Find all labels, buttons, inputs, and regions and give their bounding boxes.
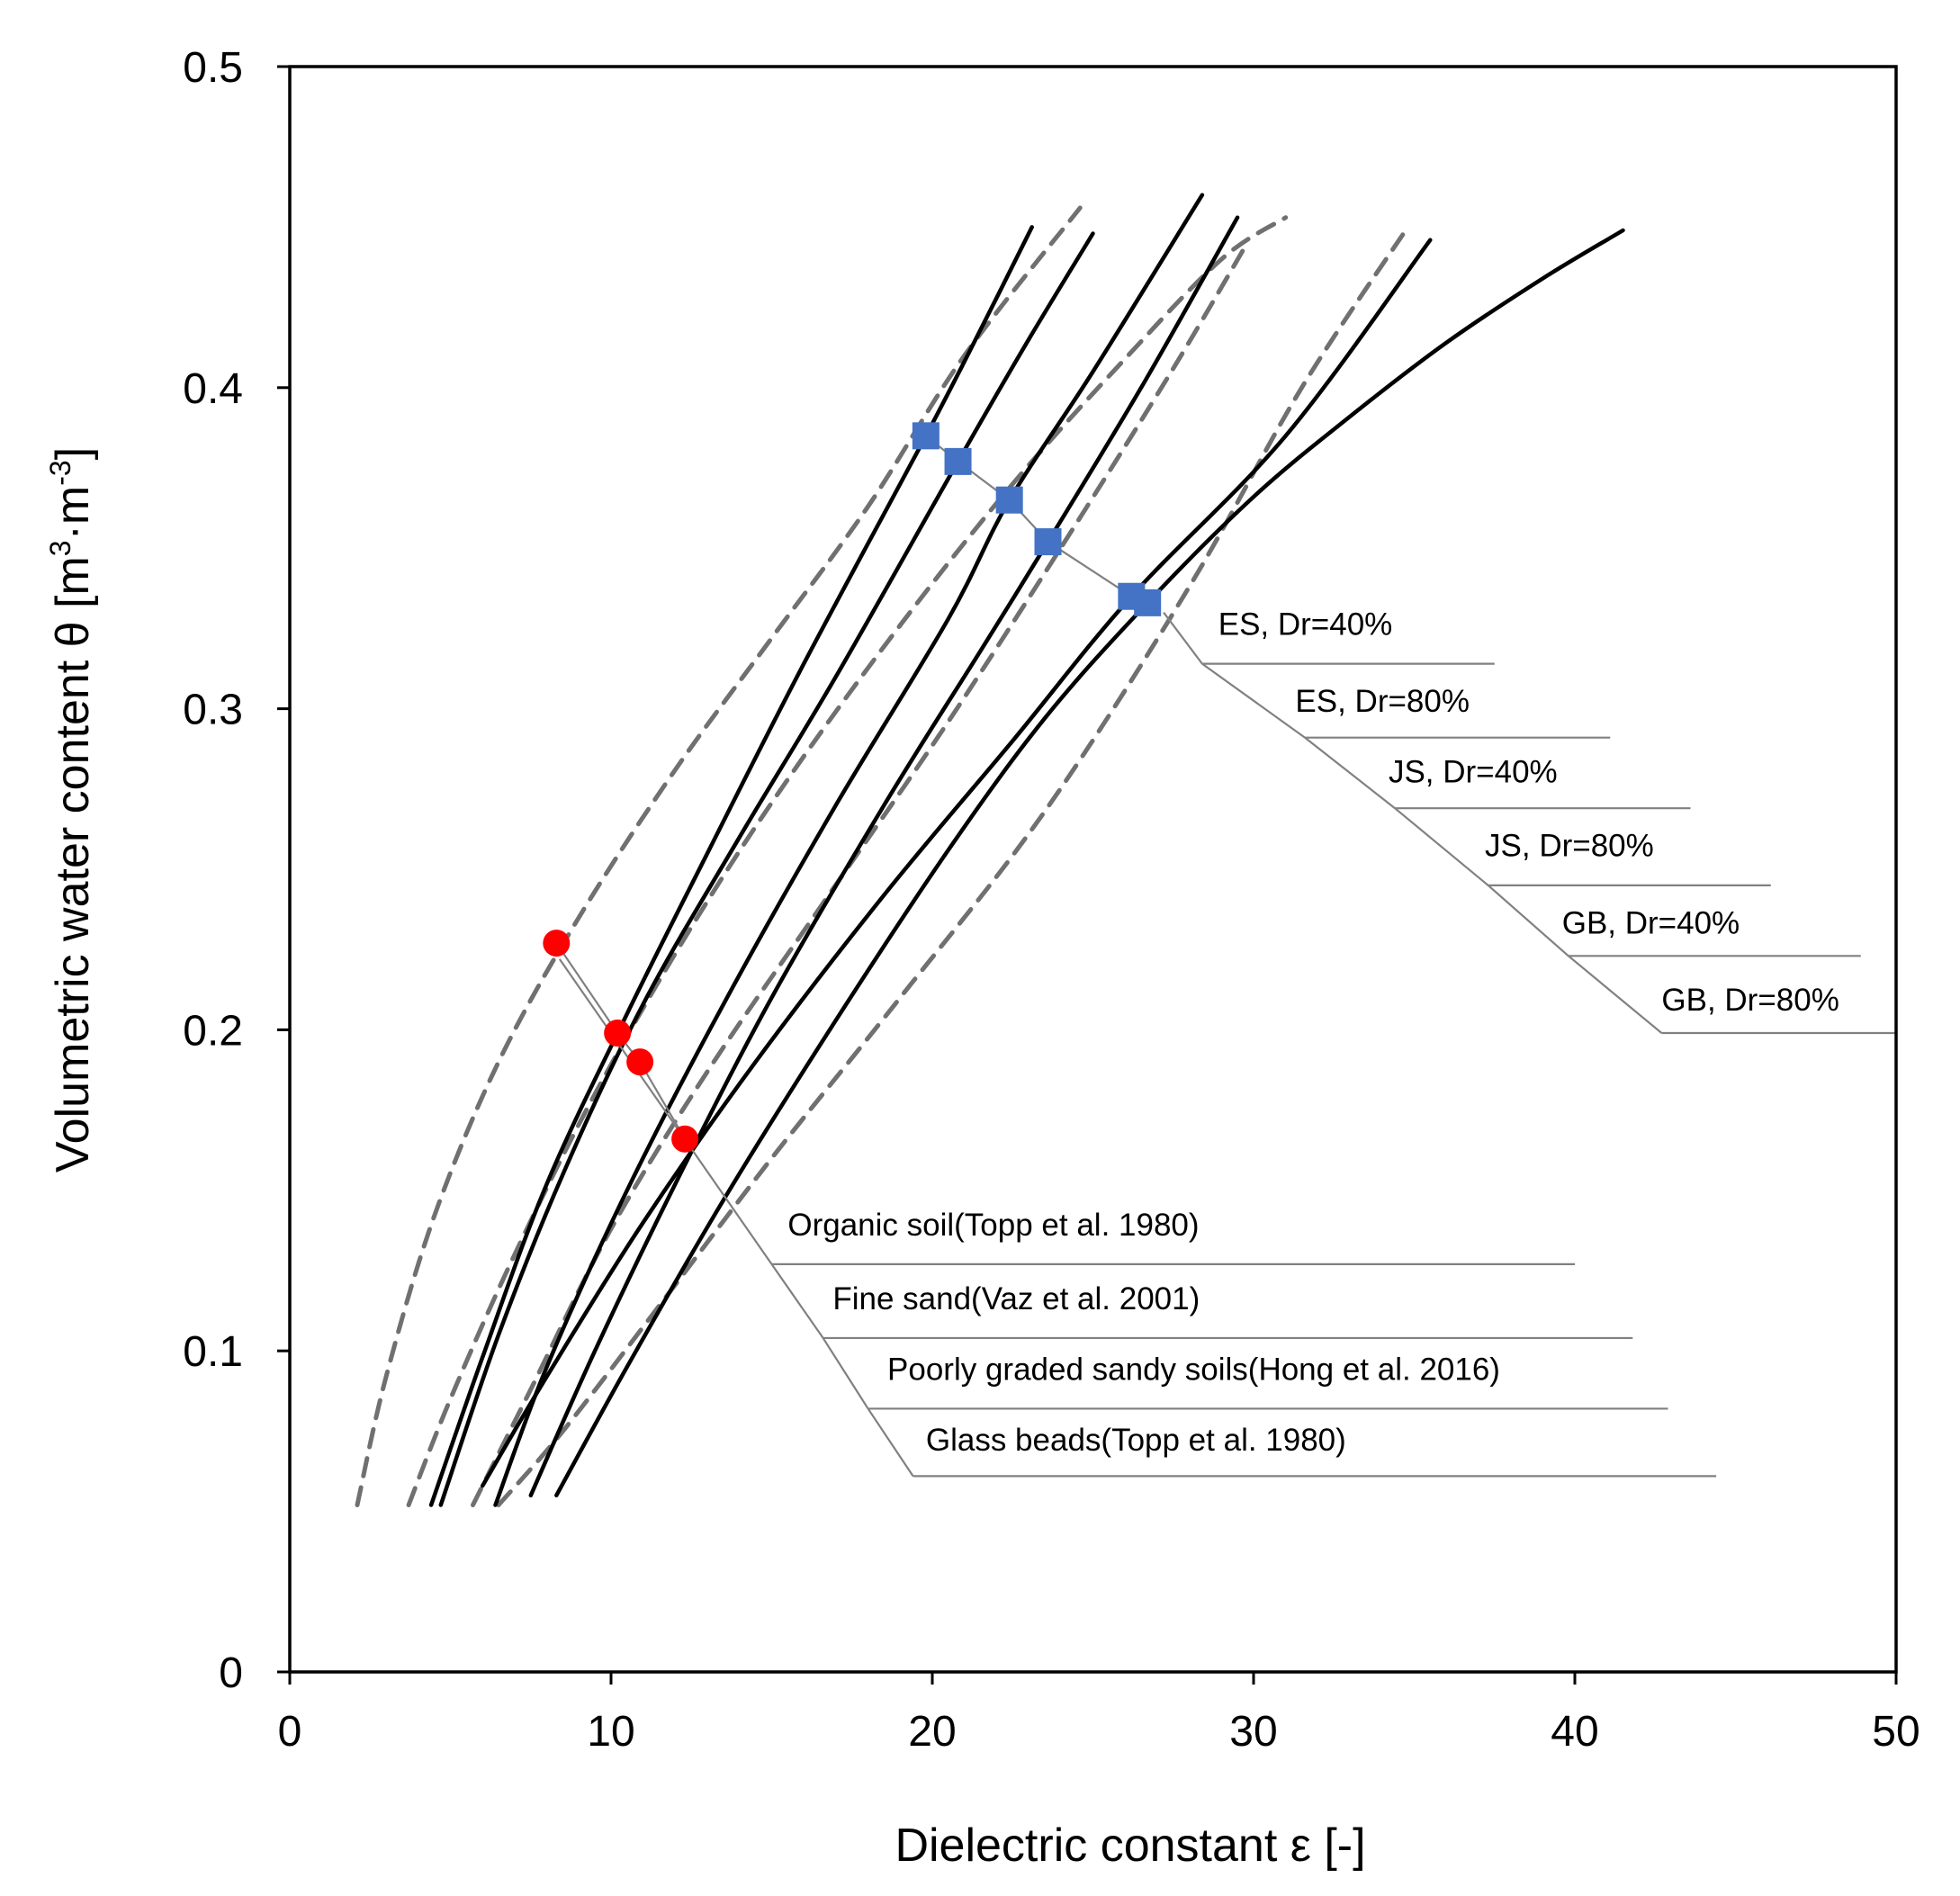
square-annotation-leader-diagonal — [1487, 885, 1569, 957]
square-marker — [1134, 589, 1162, 616]
circle-marker — [604, 1019, 632, 1047]
y-tick-label: 0.2 — [183, 1007, 243, 1055]
y-axis-title-sup1: 3 — [44, 540, 76, 556]
circle-annotation-leader-diagonal — [770, 1263, 824, 1339]
x-tick-label: 50 — [1872, 1708, 1920, 1756]
circle-annotation-label: Poorly graded sandy soils(Hong et al. 20… — [887, 1352, 1500, 1387]
square-annotation-label: JS, Dr=40% — [1389, 755, 1558, 790]
y-axis-title-sup2: -3 — [44, 460, 76, 485]
solid-series-group — [428, 193, 1625, 1507]
y-tick-label: 0.3 — [183, 687, 243, 734]
x-tick-label: 10 — [587, 1708, 634, 1756]
y-axis-title: Volumetric water content θ [m3·m-3] — [44, 447, 99, 1173]
x-tick-label: 30 — [1229, 1708, 1277, 1756]
circle-marker — [671, 1125, 699, 1153]
solid-series-es-dr40 — [428, 225, 1034, 1507]
circle-marker-connector — [555, 942, 687, 1140]
x-tick-label: 0 — [278, 1708, 302, 1756]
square-annotation-leader-diagonal — [1163, 611, 1203, 665]
square-annotation-label: JS, Dr=80% — [1485, 829, 1654, 864]
axis-ticks-group: 0 10 20 30 40 50 0 0.1 0.2 0.3 0.4 0.5 — [183, 44, 1920, 1756]
square-annotation-label: ES, Dr=80% — [1295, 684, 1470, 719]
circle-annotation-label: Fine sand(Vaz et al. 2001) — [832, 1281, 1200, 1316]
square-annotation-label: GB, Dr=80% — [1661, 983, 1839, 1018]
square-annotation-leader-diagonal — [1201, 662, 1306, 739]
dashed-series-organic-soil — [355, 205, 1083, 1507]
y-axis-title-mid: ·m — [47, 486, 99, 541]
square-marker — [1034, 528, 1062, 556]
markers-group — [543, 422, 1162, 1153]
x-tick-label: 40 — [1551, 1708, 1598, 1756]
square-annotation-label: GB, Dr=40% — [1562, 905, 1740, 940]
x-axis-title: Dielectric constant ε [-] — [895, 1820, 1365, 1872]
circle-annotation-leader-diagonal — [558, 958, 773, 1265]
y-tick-label: 0.5 — [183, 44, 243, 92]
y-tick-label: 0.4 — [183, 365, 243, 413]
solid-series-gb-dr80 — [554, 228, 1625, 1498]
circle-annotation-label: Organic soil(Topp et al. 1980) — [787, 1208, 1199, 1243]
square-marker — [912, 422, 940, 450]
solid-series-gb-dr40 — [480, 238, 1433, 1488]
circle-marker — [543, 930, 571, 957]
square-marker — [995, 486, 1023, 514]
solid-series-js-dr80 — [528, 215, 1240, 1498]
y-tick-label: 0.1 — [183, 1328, 243, 1376]
dashed-series-glass-beads — [496, 224, 1410, 1507]
dashed-series-fine-sand — [406, 215, 1289, 1507]
solid-series-es-dr80 — [438, 231, 1095, 1507]
plot-area-frame — [288, 65, 1898, 1674]
circle-annotation-leader-diagonal — [867, 1407, 914, 1477]
annotation-labels-group: Organic soil(Topp et al. 1980) Fine sand(… — [787, 607, 1839, 1458]
square-annotation-leader-diagonal — [1304, 736, 1396, 810]
circle-marker — [626, 1048, 654, 1076]
circle-annotation-label: Glass beads(Topp et al. 1980) — [926, 1423, 1346, 1458]
y-axis-title-main: Volumetric water content θ [m — [47, 556, 99, 1173]
solid-series-js-dr40 — [493, 193, 1205, 1507]
square-annotation-leader-diagonal — [1394, 807, 1489, 886]
y-tick-label: 0 — [219, 1649, 243, 1697]
square-marker — [944, 447, 972, 475]
square-annotation-leader-diagonal — [1568, 955, 1663, 1034]
square-annotation-label: ES, Dr=40% — [1218, 607, 1393, 642]
x-tick-label: 20 — [908, 1708, 956, 1756]
y-axis-title-end: ] — [47, 447, 99, 460]
circle-annotation-leader-diagonal — [822, 1337, 869, 1410]
